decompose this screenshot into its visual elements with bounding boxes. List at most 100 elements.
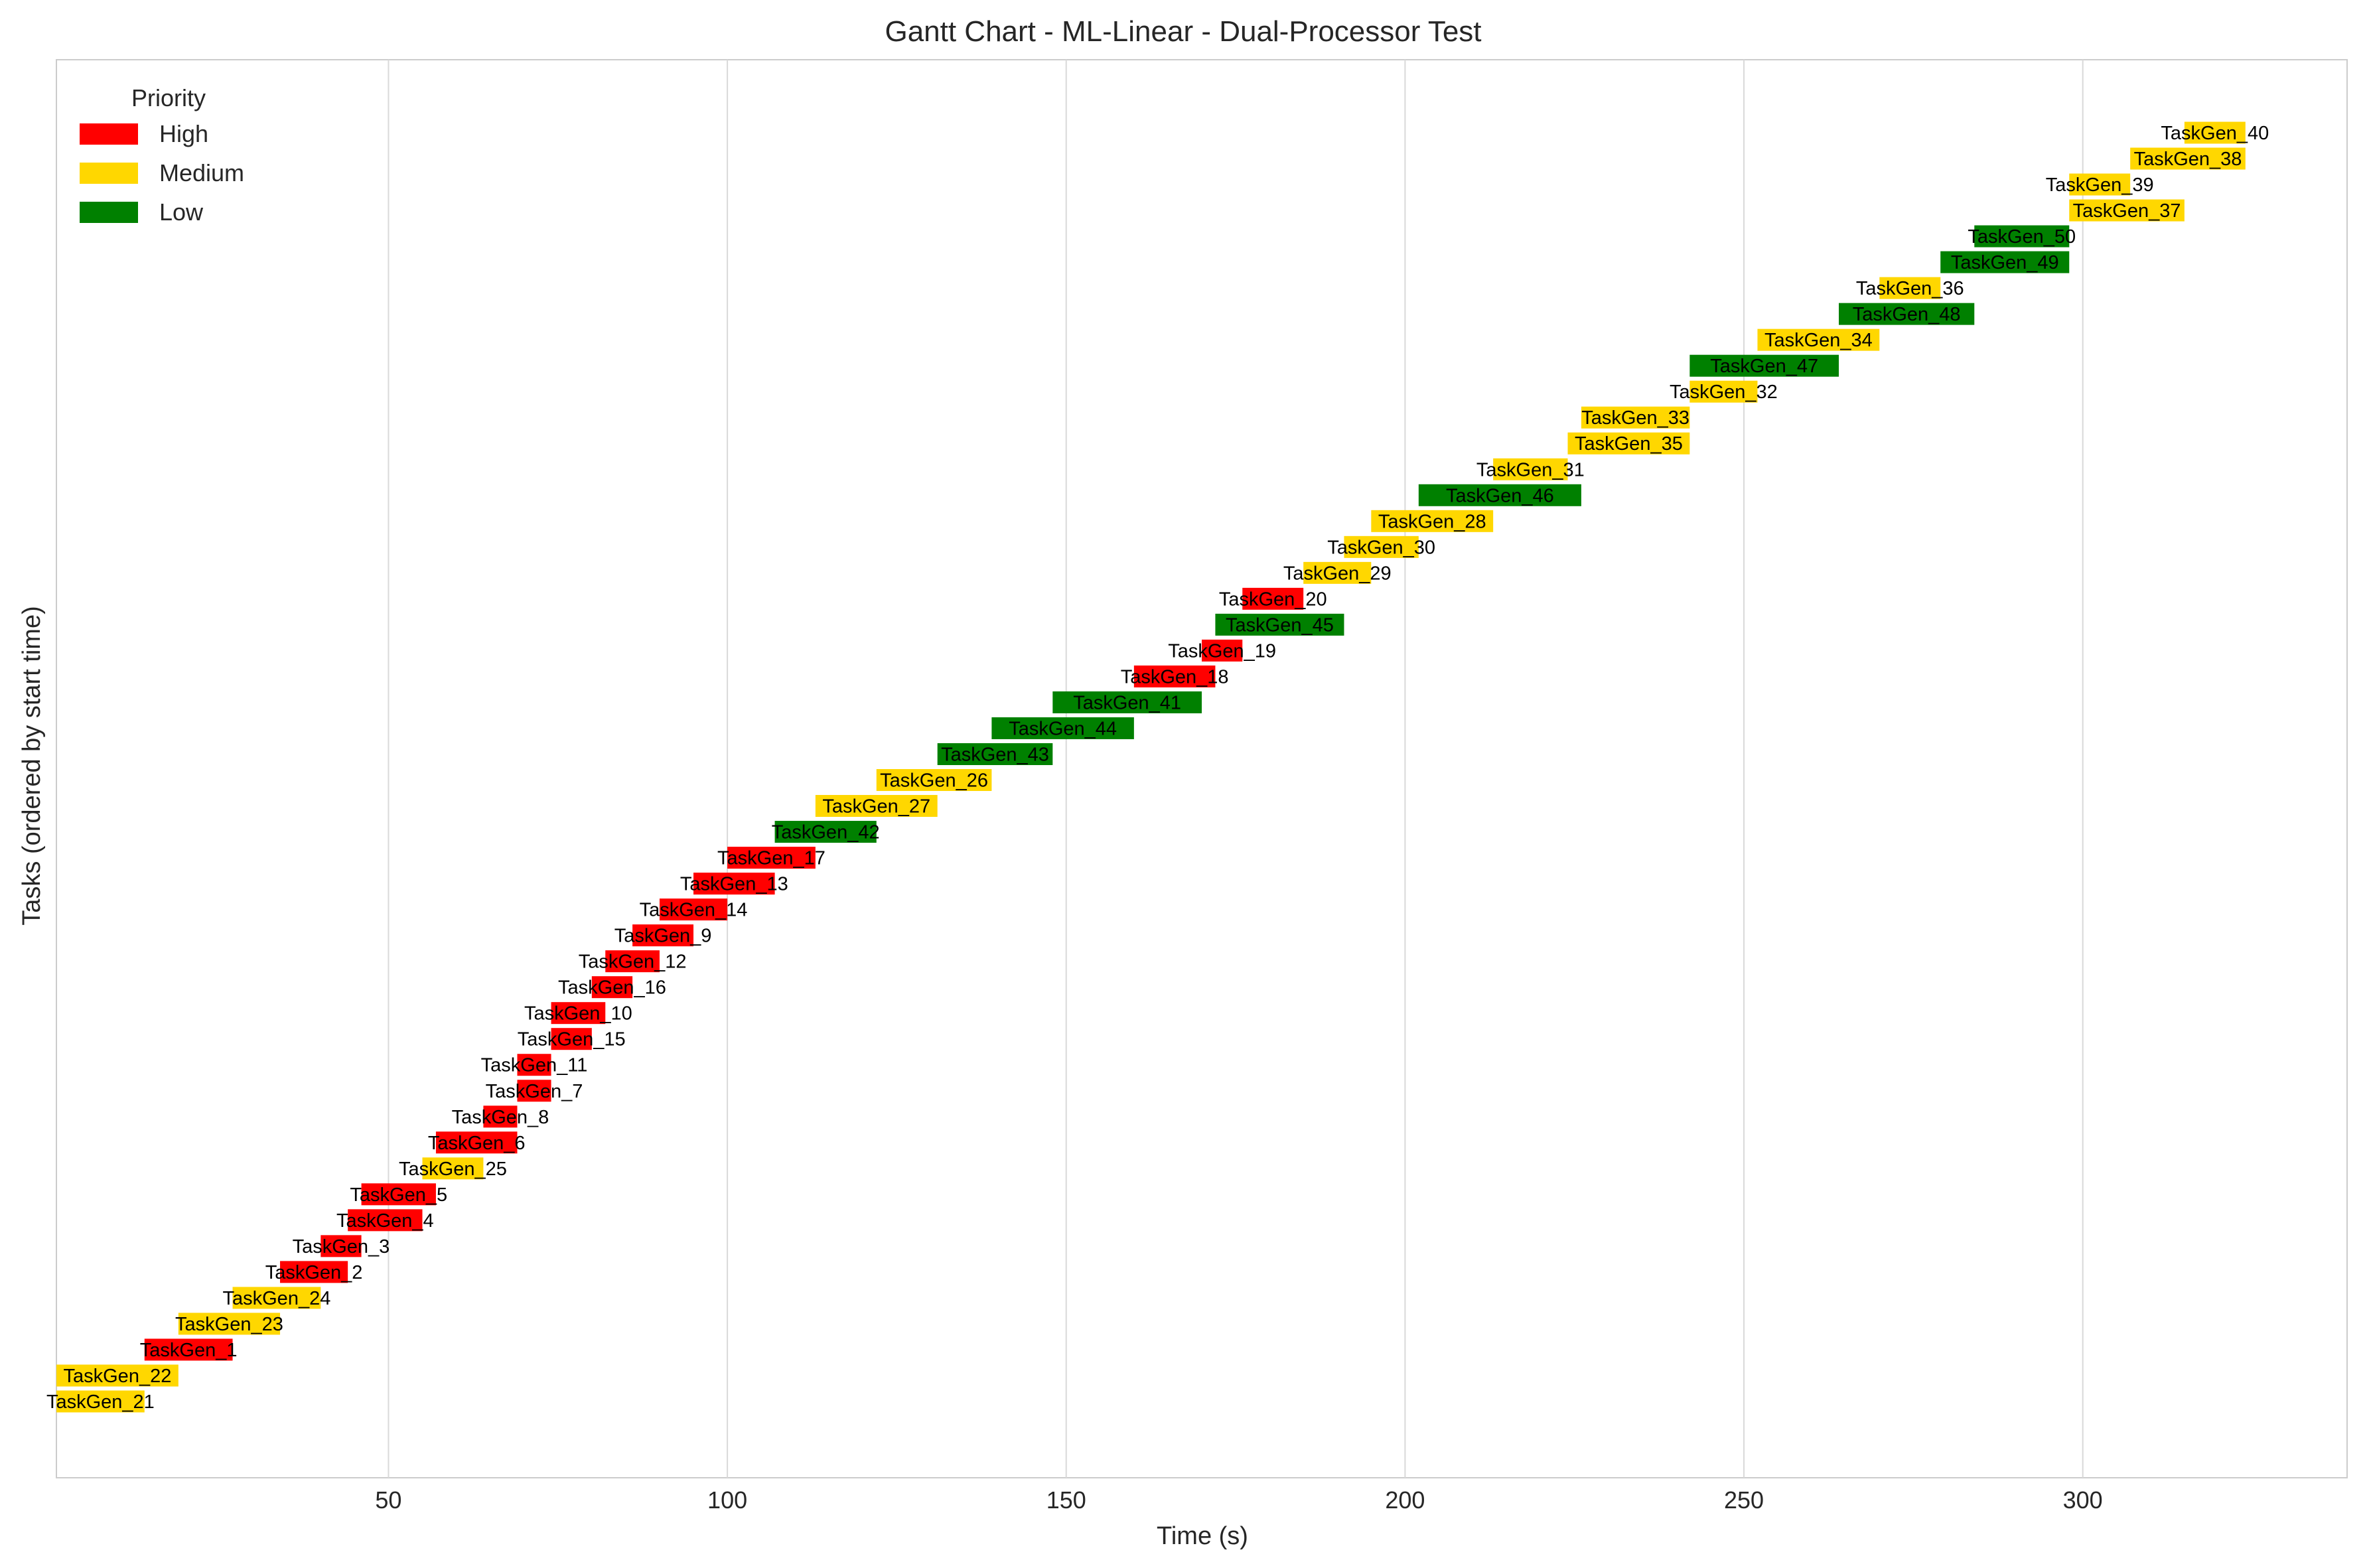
legend-label-medium: Medium bbox=[159, 159, 244, 186]
task-label: TaskGen_48 bbox=[1853, 304, 1961, 325]
task-label: TaskGen_44 bbox=[1009, 718, 1117, 739]
task-label: TaskGen_50 bbox=[1968, 226, 2076, 248]
task-bar bbox=[2184, 121, 2246, 144]
x-tick-label: 250 bbox=[1724, 1486, 1764, 1514]
task-label: TaskGen_5 bbox=[350, 1184, 447, 1206]
task-bar bbox=[727, 847, 816, 869]
task-bar bbox=[232, 1287, 321, 1309]
task-bar bbox=[551, 1028, 592, 1050]
task-label: TaskGen_37 bbox=[2073, 200, 2181, 222]
task-bar bbox=[815, 795, 938, 818]
x-tick-labels: 50 100 150 200 250 300 bbox=[375, 1486, 2102, 1514]
task-label: TaskGen_9 bbox=[614, 926, 712, 947]
task-bar bbox=[517, 1054, 551, 1076]
task-bar bbox=[144, 1338, 233, 1361]
legend-swatch-high bbox=[80, 123, 138, 145]
task-label: TaskGen_34 bbox=[1764, 330, 1873, 351]
task-label: TaskGen_1 bbox=[140, 1340, 238, 1361]
task-bar bbox=[1303, 561, 1372, 584]
task-bar bbox=[591, 976, 633, 999]
task-label: TaskGen_27 bbox=[822, 796, 930, 818]
task-bar bbox=[2069, 173, 2131, 196]
task-bar bbox=[632, 924, 694, 947]
task-bar bbox=[1052, 691, 1202, 713]
task-bar bbox=[1371, 510, 1494, 532]
task-label: TaskGen_25 bbox=[399, 1159, 507, 1180]
task-label: TaskGen_4 bbox=[336, 1210, 434, 1232]
task-bar bbox=[1839, 303, 1975, 325]
task-bar bbox=[1567, 432, 1690, 455]
task-label: TaskGen_46 bbox=[1446, 485, 1554, 506]
task-label: TaskGen_30 bbox=[1327, 537, 1435, 558]
task-label: TaskGen_31 bbox=[1476, 459, 1585, 480]
task-label: TaskGen_49 bbox=[1951, 252, 2059, 273]
task-bar bbox=[605, 950, 660, 973]
task-label: TaskGen_21 bbox=[46, 1391, 155, 1413]
task-label: TaskGen_38 bbox=[2134, 149, 2242, 170]
task-label: TaskGen_3 bbox=[293, 1236, 390, 1257]
task-label: TaskGen_36 bbox=[1856, 278, 1964, 299]
task-bar bbox=[1689, 354, 1839, 377]
task-label: TaskGen_32 bbox=[1670, 382, 1778, 403]
task-bar bbox=[2130, 147, 2246, 170]
legend-swatch-low bbox=[80, 202, 138, 223]
task-bar bbox=[280, 1261, 348, 1283]
task-label: TaskGen_19 bbox=[1168, 640, 1276, 662]
task-label: TaskGen_14 bbox=[640, 900, 748, 921]
task-label: TaskGen_20 bbox=[1219, 589, 1327, 610]
task-bar bbox=[1581, 406, 1690, 429]
x-tick-label: 100 bbox=[707, 1486, 747, 1514]
task-label: TaskGen_26 bbox=[880, 770, 988, 792]
task-bar bbox=[1418, 484, 1581, 506]
task-label: TaskGen_12 bbox=[579, 952, 687, 973]
x-tick-label: 200 bbox=[1385, 1486, 1425, 1514]
task-label: TaskGen_10 bbox=[524, 1003, 632, 1025]
task-bar bbox=[321, 1235, 362, 1257]
task-bar bbox=[1202, 639, 1243, 662]
chart-title: Gantt Chart - ML-Linear - Dual-Processor… bbox=[885, 15, 1481, 48]
task-label: TaskGen_28 bbox=[1378, 511, 1486, 532]
task-label: TaskGen_11 bbox=[481, 1055, 588, 1076]
task-bar bbox=[422, 1157, 484, 1180]
task-bar bbox=[774, 821, 877, 843]
task-label: TaskGen_6 bbox=[428, 1133, 526, 1154]
task-bar bbox=[551, 1002, 606, 1025]
task-label: TaskGen_22 bbox=[64, 1366, 172, 1387]
y-axis-label: Tasks (ordered by start time) bbox=[18, 606, 46, 925]
task-label: TaskGen_33 bbox=[1581, 407, 1689, 429]
task-label: TaskGen_2 bbox=[265, 1262, 363, 1283]
task-label: TaskGen_47 bbox=[1710, 356, 1818, 377]
task-bar bbox=[2069, 199, 2185, 222]
task-bar bbox=[693, 873, 775, 895]
legend-swatch-medium bbox=[80, 163, 138, 184]
task-label: TaskGen_16 bbox=[558, 977, 666, 999]
task-bar bbox=[1344, 535, 1419, 558]
task-bar bbox=[937, 743, 1053, 765]
task-label: TaskGen_40 bbox=[2161, 123, 2269, 144]
task-label: TaskGen_45 bbox=[1226, 614, 1334, 636]
task-label: TaskGen_42 bbox=[772, 822, 880, 843]
task-bar bbox=[1133, 665, 1216, 687]
task-label: TaskGen_24 bbox=[223, 1288, 331, 1309]
task-bar bbox=[1215, 613, 1344, 636]
task-label: TaskGen_29 bbox=[1283, 563, 1392, 584]
task-bar bbox=[178, 1313, 281, 1335]
task-bar bbox=[991, 717, 1134, 739]
task-label: TaskGen_18 bbox=[1121, 666, 1229, 687]
task-label: TaskGen_35 bbox=[1575, 433, 1683, 455]
legend-label-high: High bbox=[159, 120, 208, 147]
task-bar bbox=[876, 769, 992, 792]
task-label: TaskGen_8 bbox=[452, 1107, 549, 1128]
task-bar bbox=[1879, 277, 1941, 299]
legend-label-low: Low bbox=[159, 198, 204, 226]
task-label: TaskGen_15 bbox=[518, 1029, 626, 1050]
legend: Priority High Medium Low bbox=[80, 84, 244, 226]
task-label: TaskGen_39 bbox=[2046, 175, 2154, 196]
task-bar bbox=[1689, 380, 1758, 403]
task-label: TaskGen_17 bbox=[717, 848, 825, 869]
task-bar bbox=[1974, 225, 2070, 248]
task-label: TaskGen_7 bbox=[486, 1081, 583, 1102]
task-bar bbox=[361, 1183, 436, 1206]
task-label: TaskGen_43 bbox=[941, 744, 1049, 765]
